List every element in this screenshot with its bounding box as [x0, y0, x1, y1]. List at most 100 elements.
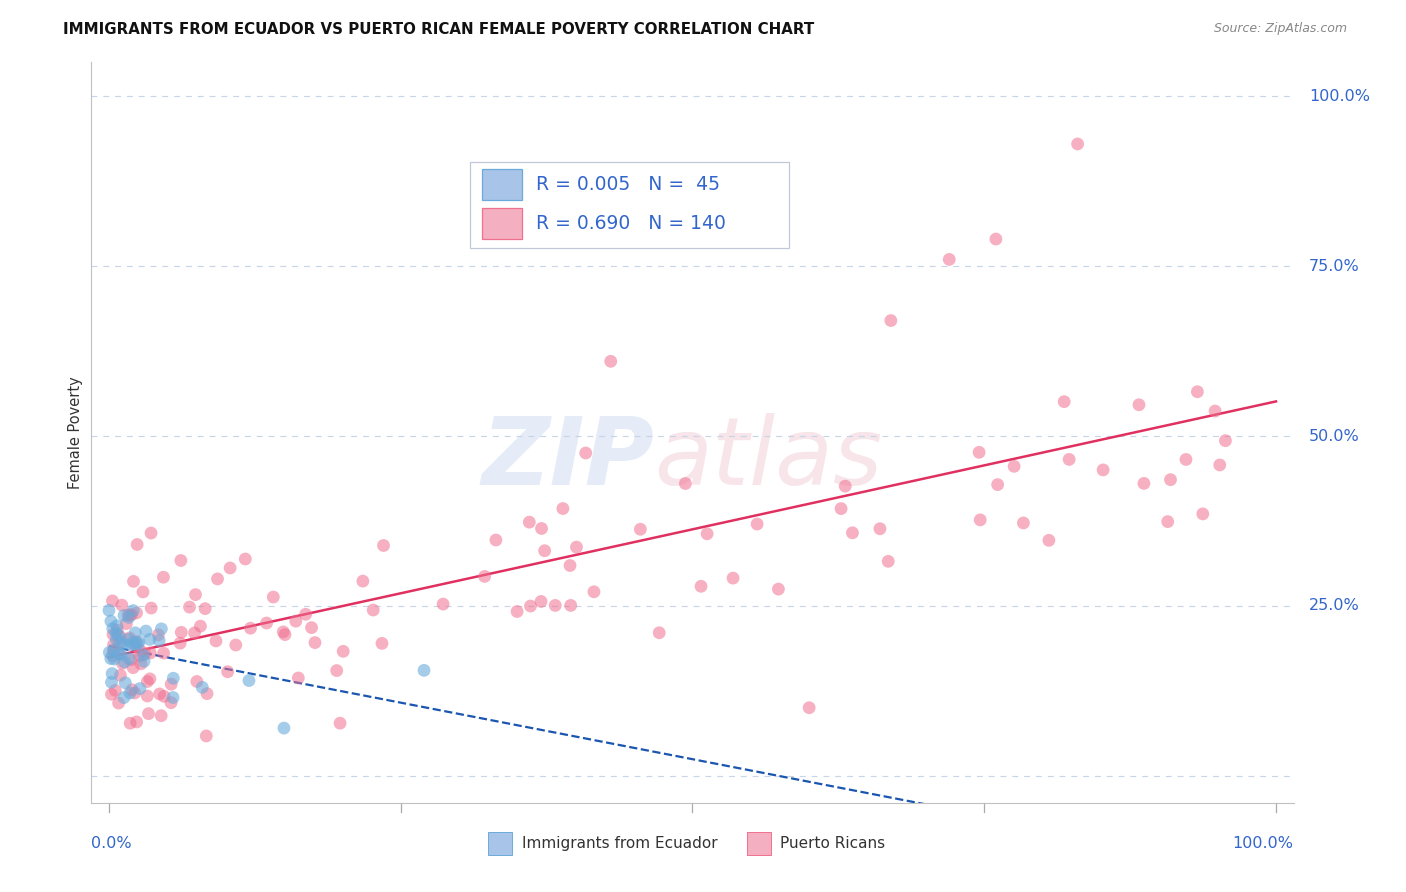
- Point: [121, 636, 143, 650]
- Point: [1187, 384, 1209, 399]
- Point: [219, 561, 242, 575]
- Bar: [482, 169, 522, 200]
- Bar: [482, 208, 522, 239]
- Point: [128, 635, 150, 649]
- Point: [118, 686, 141, 700]
- Point: [125, 714, 148, 729]
- Point: [100, 651, 122, 665]
- Point: [121, 607, 143, 622]
- Point: [1175, 452, 1198, 467]
- Text: 25.0%: 25.0%: [1309, 599, 1360, 614]
- Point: [100, 687, 122, 701]
- Point: [432, 597, 454, 611]
- Point: [152, 646, 174, 660]
- Point: [138, 632, 160, 647]
- Point: [195, 729, 218, 743]
- Point: [132, 648, 155, 662]
- Point: [517, 515, 540, 529]
- Point: [108, 629, 131, 643]
- Point: [186, 674, 208, 689]
- FancyBboxPatch shape: [470, 162, 789, 247]
- Point: [138, 706, 160, 721]
- Point: [105, 626, 128, 640]
- Y-axis label: Female Poverty: Female Poverty: [67, 376, 83, 489]
- Point: [122, 661, 145, 675]
- Point: [111, 657, 134, 671]
- Point: [121, 682, 143, 697]
- Point: [107, 696, 129, 710]
- Point: [841, 525, 863, 540]
- Point: [160, 696, 183, 710]
- Point: [150, 708, 173, 723]
- Point: [100, 675, 122, 690]
- Point: [122, 574, 145, 589]
- Point: [111, 598, 134, 612]
- Point: [105, 623, 128, 637]
- Point: [118, 651, 141, 665]
- Point: [170, 625, 193, 640]
- Point: [1002, 459, 1025, 474]
- Point: [274, 627, 297, 641]
- Point: [139, 646, 162, 660]
- Point: [530, 521, 553, 535]
- Point: [565, 540, 588, 554]
- Point: [648, 625, 671, 640]
- Point: [101, 627, 124, 641]
- Point: [103, 643, 125, 657]
- Bar: [488, 832, 512, 855]
- Point: [120, 638, 142, 652]
- Point: [141, 601, 163, 615]
- Point: [125, 606, 148, 620]
- Point: [139, 672, 162, 686]
- Point: [575, 446, 598, 460]
- Point: [112, 637, 135, 651]
- Point: [256, 615, 278, 630]
- Point: [1191, 507, 1213, 521]
- Point: [136, 674, 159, 689]
- Point: [721, 571, 744, 585]
- Point: [150, 622, 173, 636]
- Point: [191, 681, 214, 695]
- Point: [108, 635, 131, 649]
- Point: [105, 632, 128, 647]
- Point: [128, 681, 150, 696]
- Point: [110, 648, 132, 662]
- Point: [506, 605, 529, 619]
- Text: 50.0%: 50.0%: [1309, 428, 1360, 443]
- Point: [120, 653, 142, 667]
- Point: [103, 638, 125, 652]
- Point: [127, 637, 149, 651]
- Point: [205, 634, 228, 648]
- Point: [129, 644, 152, 658]
- Point: [361, 603, 384, 617]
- Point: [485, 533, 508, 547]
- Text: R = 0.005   N =  45: R = 0.005 N = 45: [536, 175, 720, 194]
- Point: [1053, 394, 1076, 409]
- Point: [582, 584, 605, 599]
- Point: [273, 721, 295, 735]
- Point: [98, 603, 121, 617]
- Bar: [747, 832, 770, 855]
- Point: [262, 590, 284, 604]
- Point: [128, 648, 150, 663]
- Point: [304, 635, 326, 649]
- Point: [108, 646, 131, 660]
- Point: [179, 600, 201, 615]
- Text: 75.0%: 75.0%: [1309, 259, 1360, 274]
- Point: [148, 633, 170, 648]
- Point: [1012, 516, 1035, 530]
- Point: [696, 526, 718, 541]
- Point: [880, 313, 903, 327]
- Point: [1066, 136, 1088, 151]
- Point: [135, 624, 157, 638]
- Point: [107, 628, 129, 642]
- Point: [112, 690, 135, 705]
- Point: [271, 624, 294, 639]
- Point: [329, 716, 352, 731]
- Point: [690, 579, 713, 593]
- Text: ZIP: ZIP: [481, 412, 654, 505]
- Point: [107, 647, 129, 661]
- Point: [704, 211, 727, 226]
- Point: [673, 476, 696, 491]
- Point: [938, 252, 960, 267]
